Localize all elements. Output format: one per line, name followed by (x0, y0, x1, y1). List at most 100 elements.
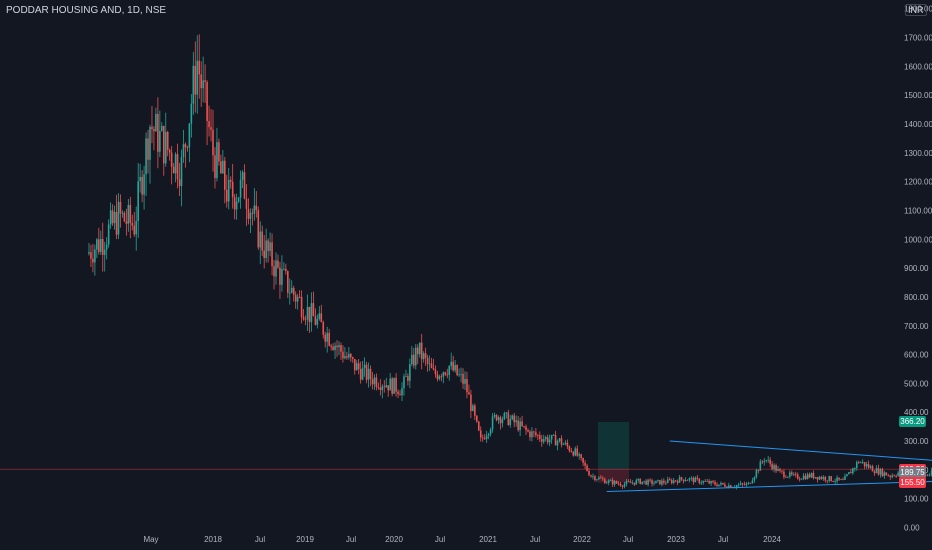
candle-body (649, 479, 651, 481)
candle-body (515, 420, 517, 423)
candle-body (625, 481, 628, 485)
candle-body (787, 476, 789, 478)
candle-body (607, 480, 610, 483)
candle-body (826, 480, 829, 482)
candle-body (105, 244, 108, 250)
candle-body (503, 413, 506, 420)
candle-body (832, 481, 834, 482)
candle-body (359, 369, 362, 380)
candle-body (777, 469, 779, 471)
candle-body (135, 220, 138, 235)
candle-body (225, 189, 228, 202)
candle-body (460, 373, 462, 375)
candle-body (363, 364, 366, 369)
candle-body (409, 364, 411, 381)
x-tick-label: Jul (718, 535, 728, 544)
candle-body (594, 476, 596, 481)
x-tick-label: Jul (623, 535, 633, 544)
candle-body (454, 364, 456, 371)
candle-body (753, 477, 756, 481)
candle-body (168, 149, 171, 153)
candle-body (375, 377, 378, 388)
candle-body (235, 201, 238, 210)
candle-body (848, 472, 850, 475)
candle-body (794, 473, 797, 475)
candle-body (930, 470, 932, 475)
candle-body (796, 474, 799, 479)
candle-body (537, 435, 539, 437)
candle-body (434, 369, 437, 375)
candle-body (865, 464, 868, 467)
candle-body (151, 126, 153, 130)
candle-body (850, 472, 852, 474)
candle-body (757, 470, 760, 471)
candle-body (540, 438, 543, 442)
candle-body (779, 469, 781, 471)
candle-body (391, 378, 393, 394)
candle-body (186, 147, 189, 148)
candle-body (416, 347, 419, 355)
candle-body (792, 473, 795, 475)
candle-body (259, 231, 262, 248)
candle-body (574, 448, 577, 456)
candle-body (141, 176, 143, 195)
candle-body (867, 464, 870, 468)
candle-body (257, 210, 260, 248)
candle-body (647, 479, 649, 485)
candle-body (164, 131, 167, 164)
candle-body (578, 454, 580, 456)
candle-body (852, 468, 854, 474)
candle-body (556, 440, 559, 446)
y-tick-label: 600.00 (904, 351, 929, 360)
candle-body (720, 482, 722, 485)
candle-body (505, 412, 508, 414)
candle-body (188, 123, 191, 148)
candle-body (397, 391, 399, 395)
candle-body (153, 129, 155, 132)
candle-body (869, 466, 872, 468)
candle-body (513, 415, 516, 423)
candle-body (499, 417, 502, 424)
candle-body (438, 376, 441, 380)
candle-body (696, 477, 699, 479)
candle-body (489, 429, 492, 435)
candle-body (877, 468, 880, 475)
candle-body (483, 438, 486, 440)
candle-body (92, 258, 94, 263)
candle-body (90, 252, 92, 259)
candle-body (208, 121, 210, 128)
y-tick-label: 800.00 (904, 293, 929, 302)
candle-body (314, 316, 317, 325)
candle-body (637, 478, 640, 481)
y-tick-label: 1800.00 (904, 5, 932, 14)
candle-body (519, 421, 521, 431)
candle-body (414, 347, 417, 366)
candle-body (785, 476, 787, 478)
candle-body (548, 439, 551, 443)
candle-body (255, 205, 258, 211)
candle-body (137, 181, 139, 221)
currency-label[interactable]: INR (905, 4, 927, 16)
candle-body (420, 342, 423, 360)
candle-body (855, 462, 858, 468)
trendline (606, 481, 932, 492)
candle-body (539, 435, 541, 439)
candle-body (692, 477, 695, 483)
candle-body (220, 161, 222, 174)
candle-body (613, 481, 616, 485)
candle-body (517, 420, 519, 431)
candle-body (298, 296, 301, 298)
candle-body (605, 482, 608, 484)
candle-body (926, 474, 929, 476)
candle-body (592, 476, 594, 478)
candle-body (145, 138, 147, 175)
candle-body (393, 377, 395, 394)
candle-body (229, 179, 232, 182)
candle-body (639, 478, 642, 484)
candle-body (157, 113, 159, 152)
candle-body (395, 377, 397, 392)
candle-body (320, 313, 323, 323)
candle-body (239, 179, 242, 198)
y-tick-label: 300.00 (904, 437, 929, 446)
